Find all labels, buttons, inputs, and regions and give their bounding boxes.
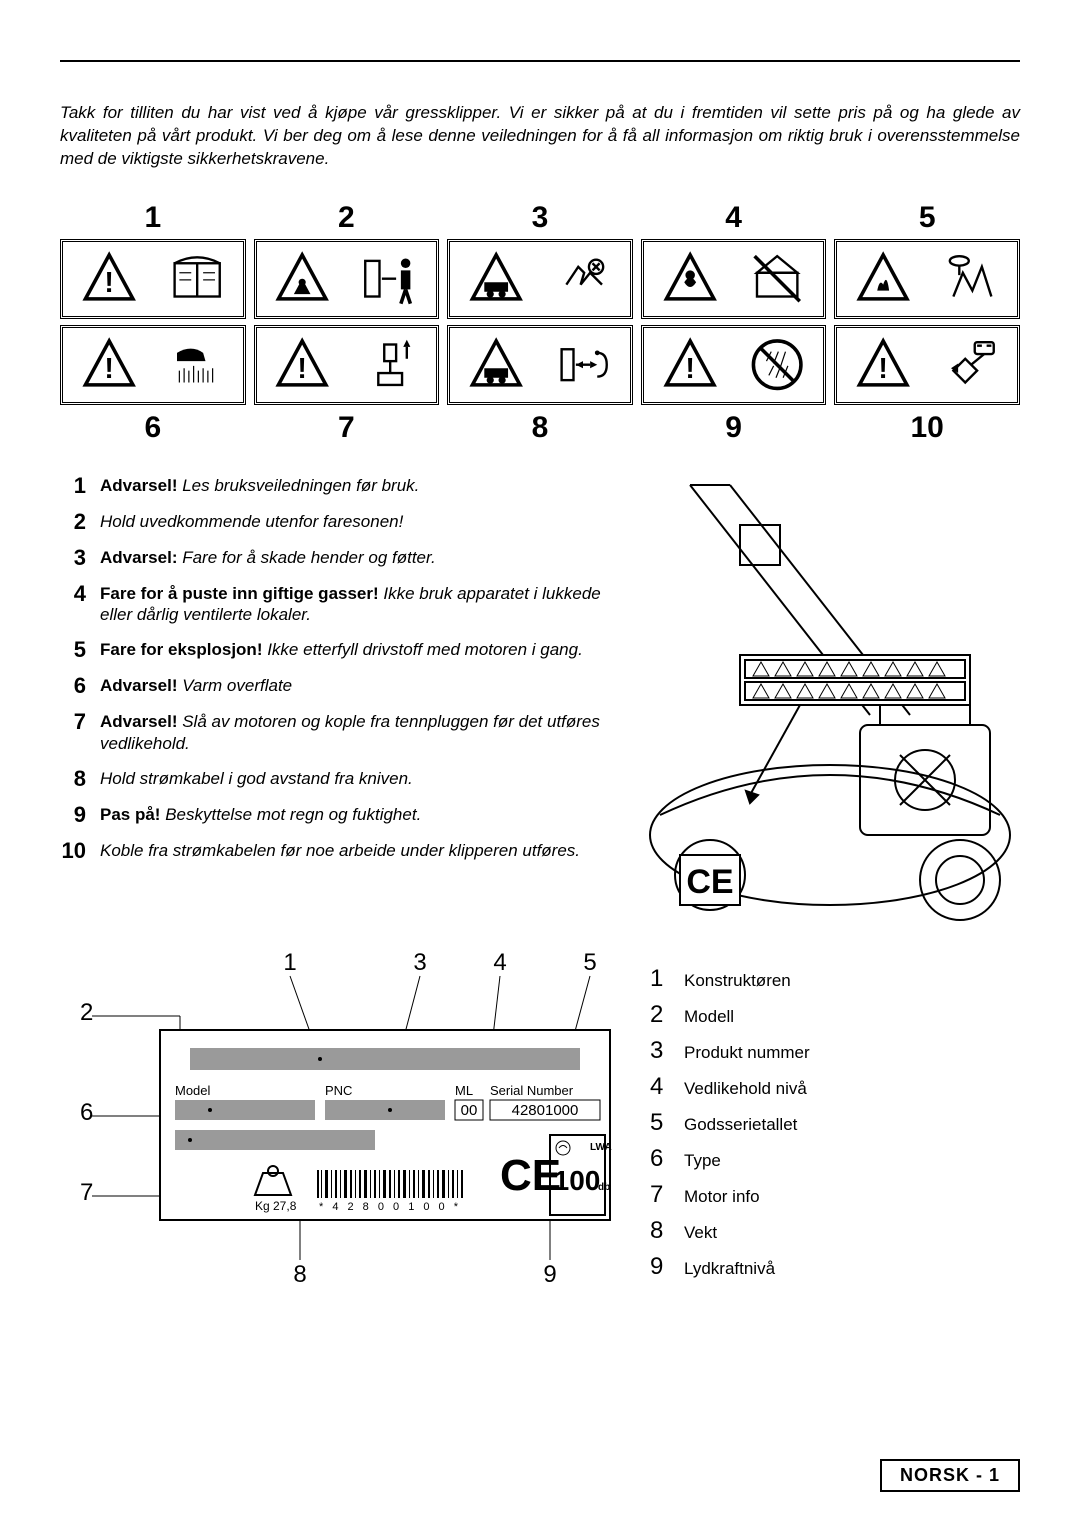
leg-5: 5Godsserietallet [650, 1109, 1020, 1137]
svg-text:!: ! [104, 267, 114, 299]
mower-illustration: CE [630, 475, 1020, 930]
svg-text:!: ! [685, 353, 695, 385]
callout-8: 8 [293, 1261, 306, 1288]
sym-7: ! [254, 325, 440, 405]
callout-2: 2 [80, 999, 93, 1026]
num-7: 7 [254, 411, 440, 445]
svg-text:CE: CE [686, 863, 733, 901]
warn-1: 1Advarsel! Les bruksveiledningen før bru… [60, 475, 610, 497]
symbol-row-1: ! [60, 239, 1020, 319]
svg-text:42801000: 42801000 [512, 1102, 579, 1119]
num-10: 10 [834, 411, 1020, 445]
svg-text:PNC: PNC [325, 1083, 352, 1098]
symbol-row-2: ! ! ! ! [60, 325, 1020, 405]
svg-text:100: 100 [554, 1165, 601, 1196]
svg-text:!: ! [879, 353, 889, 385]
sym-3 [447, 239, 633, 319]
sym-6: ! [60, 325, 246, 405]
intro-text: Takk for tilliten du har vist ved å kjøp… [60, 102, 1020, 171]
warn-10: 10Koble fra strømkabelen før noe arbeide… [60, 840, 610, 862]
num-6: 6 [60, 411, 246, 445]
label-diagram: 1 3 4 5 2 6 7 Model PNC ML Serial N [60, 950, 620, 1295]
leg-9: 9Lydkraftnivå [650, 1253, 1020, 1281]
callout-4: 4 [493, 950, 506, 976]
sym-4 [641, 239, 827, 319]
warn-9: 9Pas på! Beskyttelse mot regn og fuktigh… [60, 804, 610, 826]
num-9: 9 [641, 411, 827, 445]
num-2: 2 [254, 201, 440, 235]
svg-text:00: 00 [461, 1102, 478, 1119]
callout-7: 7 [80, 1179, 93, 1206]
num-8: 8 [447, 411, 633, 445]
svg-text:ML: ML [455, 1083, 473, 1098]
svg-text:LWA: LWA [590, 1142, 612, 1153]
bottom-section: 1 3 4 5 2 6 7 Model PNC ML Serial N [60, 950, 1020, 1295]
leg-3: 3Produkt nummer [650, 1037, 1020, 1065]
leg-8: 8Vekt [650, 1217, 1020, 1245]
num-3: 3 [447, 201, 633, 235]
sym-10: ! [834, 325, 1020, 405]
leg-7: 7Motor info [650, 1181, 1020, 1209]
warn-3: 3Advarsel: Fare for å skade hender og fø… [60, 547, 610, 569]
svg-text:Model: Model [175, 1083, 211, 1098]
callout-3: 3 [413, 950, 426, 976]
svg-text:Kg 27,8: Kg 27,8 [255, 1199, 297, 1213]
sym-2 [254, 239, 440, 319]
sym-9: ! [641, 325, 827, 405]
svg-text:db: db [598, 1182, 610, 1193]
mid-section: 1Advarsel! Les bruksveiledningen før bru… [60, 475, 1020, 930]
symbol-numbers-bottom: 6 7 8 9 10 [60, 411, 1020, 445]
warn-2: 2Hold uvedkommende utenfor faresonen! [60, 511, 610, 533]
leg-6: 6Type [650, 1145, 1020, 1173]
warn-5: 5Fare for eksplosjon! Ikke etterfyll dri… [60, 639, 610, 661]
leg-1: 1Konstruktøren [650, 965, 1020, 993]
warn-7: 7Advarsel! Slå av motoren og kople fra t… [60, 711, 610, 754]
num-4: 4 [641, 201, 827, 235]
callout-9: 9 [543, 1261, 556, 1288]
top-rule [60, 60, 1020, 62]
warn-4: 4Fare for å puste inn giftige gasser! Ik… [60, 583, 610, 626]
warn-8: 8Hold strømkabel i god avstand fra knive… [60, 768, 610, 790]
sym-5 [834, 239, 1020, 319]
svg-text:CE: CE [500, 1151, 561, 1200]
svg-text:* 4 2 8 0 0 1 0 0 *: * 4 2 8 0 0 1 0 0 * [319, 1201, 461, 1213]
num-1: 1 [60, 201, 246, 235]
num-5: 5 [834, 201, 1020, 235]
leg-2: 2Modell [650, 1001, 1020, 1029]
sym-1: ! [60, 239, 246, 319]
svg-text:!: ! [298, 353, 308, 385]
warn-6: 6Advarsel! Varm overflate [60, 675, 610, 697]
sym-8 [447, 325, 633, 405]
callout-6: 6 [80, 1099, 93, 1126]
symbol-numbers-top: 1 2 3 4 5 [60, 201, 1020, 235]
callout-5: 5 [583, 950, 596, 976]
svg-text:Serial Number: Serial Number [490, 1083, 574, 1098]
warnings-list: 1Advarsel! Les bruksveiledningen før bru… [60, 475, 610, 930]
page-footer: NORSK - 1 [880, 1459, 1020, 1492]
leg-4: 4Vedlikehold nivå [650, 1073, 1020, 1101]
label-legend: 1Konstruktøren 2Modell 3Produkt nummer 4… [650, 950, 1020, 1295]
callout-1: 1 [283, 950, 296, 976]
svg-text:!: ! [104, 353, 114, 385]
